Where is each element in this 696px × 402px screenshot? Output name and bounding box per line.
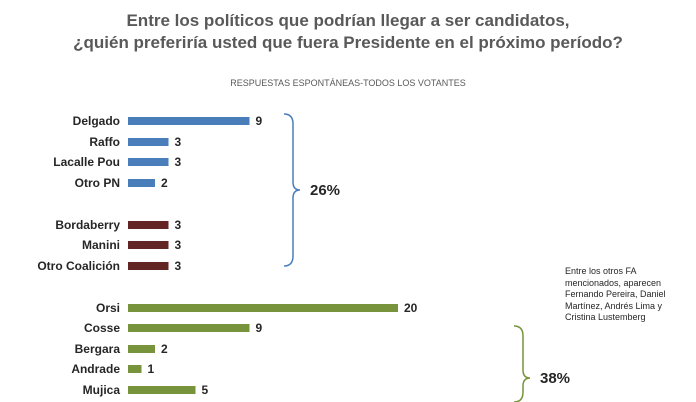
bracket-2 [513, 325, 531, 402]
category-label-mujica: Mujica [83, 383, 121, 397]
value-label-manini: 3 [175, 238, 182, 252]
category-label-andrade: Andrade [71, 362, 120, 376]
bar-cosse [128, 324, 250, 332]
value-label-andrade: 1 [148, 362, 155, 376]
title-line-1: Entre los políticos que podrían llegar a… [126, 11, 570, 30]
bar-otro-coalicion [128, 262, 169, 270]
chart-subtitle: RESPUESTAS ESPONTÁNEAS-TODOS LOS VOTANTE… [230, 78, 466, 88]
bar-orsi [128, 304, 398, 312]
value-label-lacalle-pou: 3 [175, 155, 182, 169]
footnote-otros-fa: Entre los otros FA mencionados, aparecen… [565, 266, 666, 322]
category-label-cosse: Cosse [84, 321, 120, 335]
bracket-percent-2: 38% [540, 370, 570, 387]
bracket-1 [283, 113, 301, 267]
bar-otro-pn [128, 179, 155, 187]
title-line-2: ¿quién preferiría usted que fuera Presid… [73, 33, 623, 52]
bar-delgado [128, 117, 250, 125]
value-label-orsi: 20 [404, 301, 418, 315]
value-label-otro-pn: 2 [161, 176, 168, 190]
bracket-percent-1: 26% [310, 182, 340, 199]
category-label-otro-pn: Otro PN [75, 176, 120, 190]
value-label-raffo: 3 [175, 135, 182, 149]
category-label-otro-coalicion: Otro Coalición [37, 259, 120, 273]
value-label-cosse: 9 [256, 321, 263, 335]
category-label-manini: Manini [82, 238, 120, 252]
value-label-mujica: 5 [202, 383, 209, 397]
category-label-bordaberry: Bordaberry [55, 218, 120, 232]
bar-raffo [128, 138, 169, 146]
bar-bordaberry [128, 221, 169, 229]
category-label-bergara: Bergara [75, 342, 121, 356]
bar-bergara [128, 345, 155, 353]
category-label-orsi: Orsi [96, 301, 120, 315]
chart-title: Entre los políticos que podrían llegar a… [0, 10, 696, 54]
category-label-raffo: Raffo [89, 135, 120, 149]
category-label-lacalle-pou: Lacalle Pou [53, 155, 120, 169]
value-label-bergara: 2 [161, 342, 168, 356]
bar-mujica [128, 386, 196, 394]
bar-manini [128, 241, 169, 249]
bar-lacalle-pou [128, 158, 169, 166]
value-label-otro-coalicion: 3 [175, 259, 182, 273]
value-label-delgado: 9 [256, 114, 263, 128]
category-label-delgado: Delgado [73, 114, 120, 128]
value-label-bordaberry: 3 [175, 218, 182, 232]
bar-andrade [128, 365, 142, 373]
